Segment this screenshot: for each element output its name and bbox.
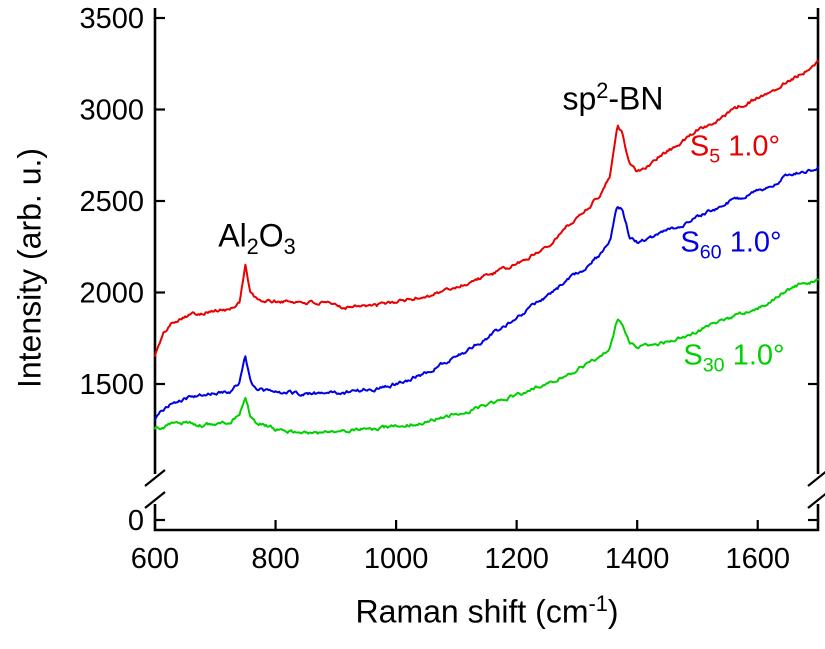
x-tick-label: 1600 (725, 543, 790, 575)
series-label-s30: S30 1.0° (683, 339, 785, 377)
series-curve-1 (154, 166, 819, 421)
y-tick-label: 0 (128, 505, 144, 537)
annotation-sp2-bn: sp2-BN (562, 77, 664, 118)
x-tick-label: 800 (251, 543, 299, 575)
x-axis-title-exponent: -1 (588, 590, 608, 616)
y-tick-label: 1500 (79, 369, 144, 401)
series-label-s60: S60 1.0° (680, 226, 782, 264)
annotation-text-part: 3 (283, 233, 296, 259)
y-axis-title: Intensity (arb. u.) (11, 147, 48, 389)
y-axis-break-right (807, 470, 825, 509)
annotation-text-part: O (258, 217, 284, 254)
y-tick-label: 2000 (79, 278, 144, 310)
series-label-text-part: 1.0° (720, 130, 781, 163)
series-label-text-part: S (689, 130, 710, 163)
y-tick-label: 2500 (79, 186, 144, 218)
plot-frame (153, 8, 820, 532)
annotation-al2o3: Al2O3 (218, 217, 296, 258)
annotation-text-part: 2 (596, 77, 609, 103)
series-label-text-part: S (683, 339, 703, 372)
x-axis-title-text: Raman shift (cm (355, 593, 589, 630)
series-label-text-part: 1.0° (724, 339, 785, 372)
series-label-text-part: 60 (699, 241, 722, 264)
y-tick-label: 3500 (79, 3, 144, 35)
series-label-text-part: S (680, 226, 700, 259)
x-tick-label: 1000 (364, 543, 429, 575)
series-label-text-part: 1.0° (721, 226, 782, 259)
x-tick-label: 1400 (605, 543, 670, 575)
series-label-text-part: 30 (702, 354, 725, 377)
series-curve-2 (154, 278, 819, 435)
series-label-s5: S5 1.0° (689, 130, 781, 168)
x-axis-title: Raman shift (cm-1) (355, 590, 619, 631)
series-label-text-part: 5 (709, 145, 721, 168)
annotation-text-part: 2 (246, 233, 259, 259)
y-axis-break-left (144, 469, 166, 509)
annotation-text-part: sp (562, 80, 597, 117)
annotation-text-part: Al (218, 217, 247, 254)
annotation-text-part: -BN (608, 80, 664, 117)
x-tick-label: 600 (131, 543, 179, 575)
series-curve-0 (154, 60, 819, 357)
y-tick-label: 3000 (79, 95, 144, 127)
x-tick-label: 1200 (484, 543, 549, 575)
x-axis-title-close: ) (607, 593, 619, 630)
